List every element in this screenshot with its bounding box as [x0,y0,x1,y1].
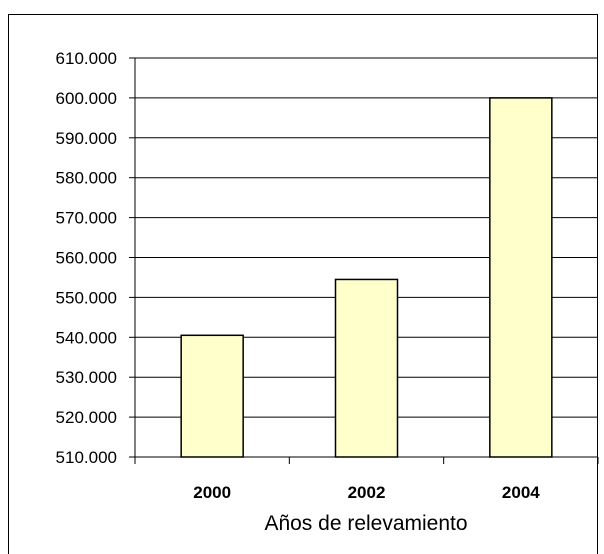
axes [129,57,599,464]
x-axis-title: Años de relevamiento [264,512,467,535]
x-tick-label: 2004 [502,483,540,502]
y-tick-label: 530.000 [56,368,117,387]
y-tick-labels: 510.000 520.000 530.000 540.000 550.000 560.0… [56,49,117,467]
y-tick-label: 510.000 [56,448,117,467]
y-tick-label: 550.000 [56,288,117,307]
y-tick-label: 610.000 [56,49,117,68]
bar-2002 [334,278,399,458]
y-tick-label: 560.000 [56,249,117,268]
y-tick-label: 570.000 [56,209,117,228]
x-tick-label: 2000 [193,483,231,502]
bars [180,97,553,458]
y-tick-label: 600.000 [56,89,117,108]
bar-2000 [180,334,244,458]
y-tick-label: 520.000 [56,408,117,427]
y-tick-label: 590.000 [56,129,117,148]
y-tick-label: 580.000 [56,169,117,188]
x-tick-label: 2002 [348,483,386,502]
bar-chart: 510.000 520.000 530.000 540.000 550.000 560.0… [56,49,599,535]
bar-2004 [489,97,553,458]
x-tick-labels: 2000 2002 2004 [193,483,540,502]
y-tick-label: 540.000 [56,328,117,347]
